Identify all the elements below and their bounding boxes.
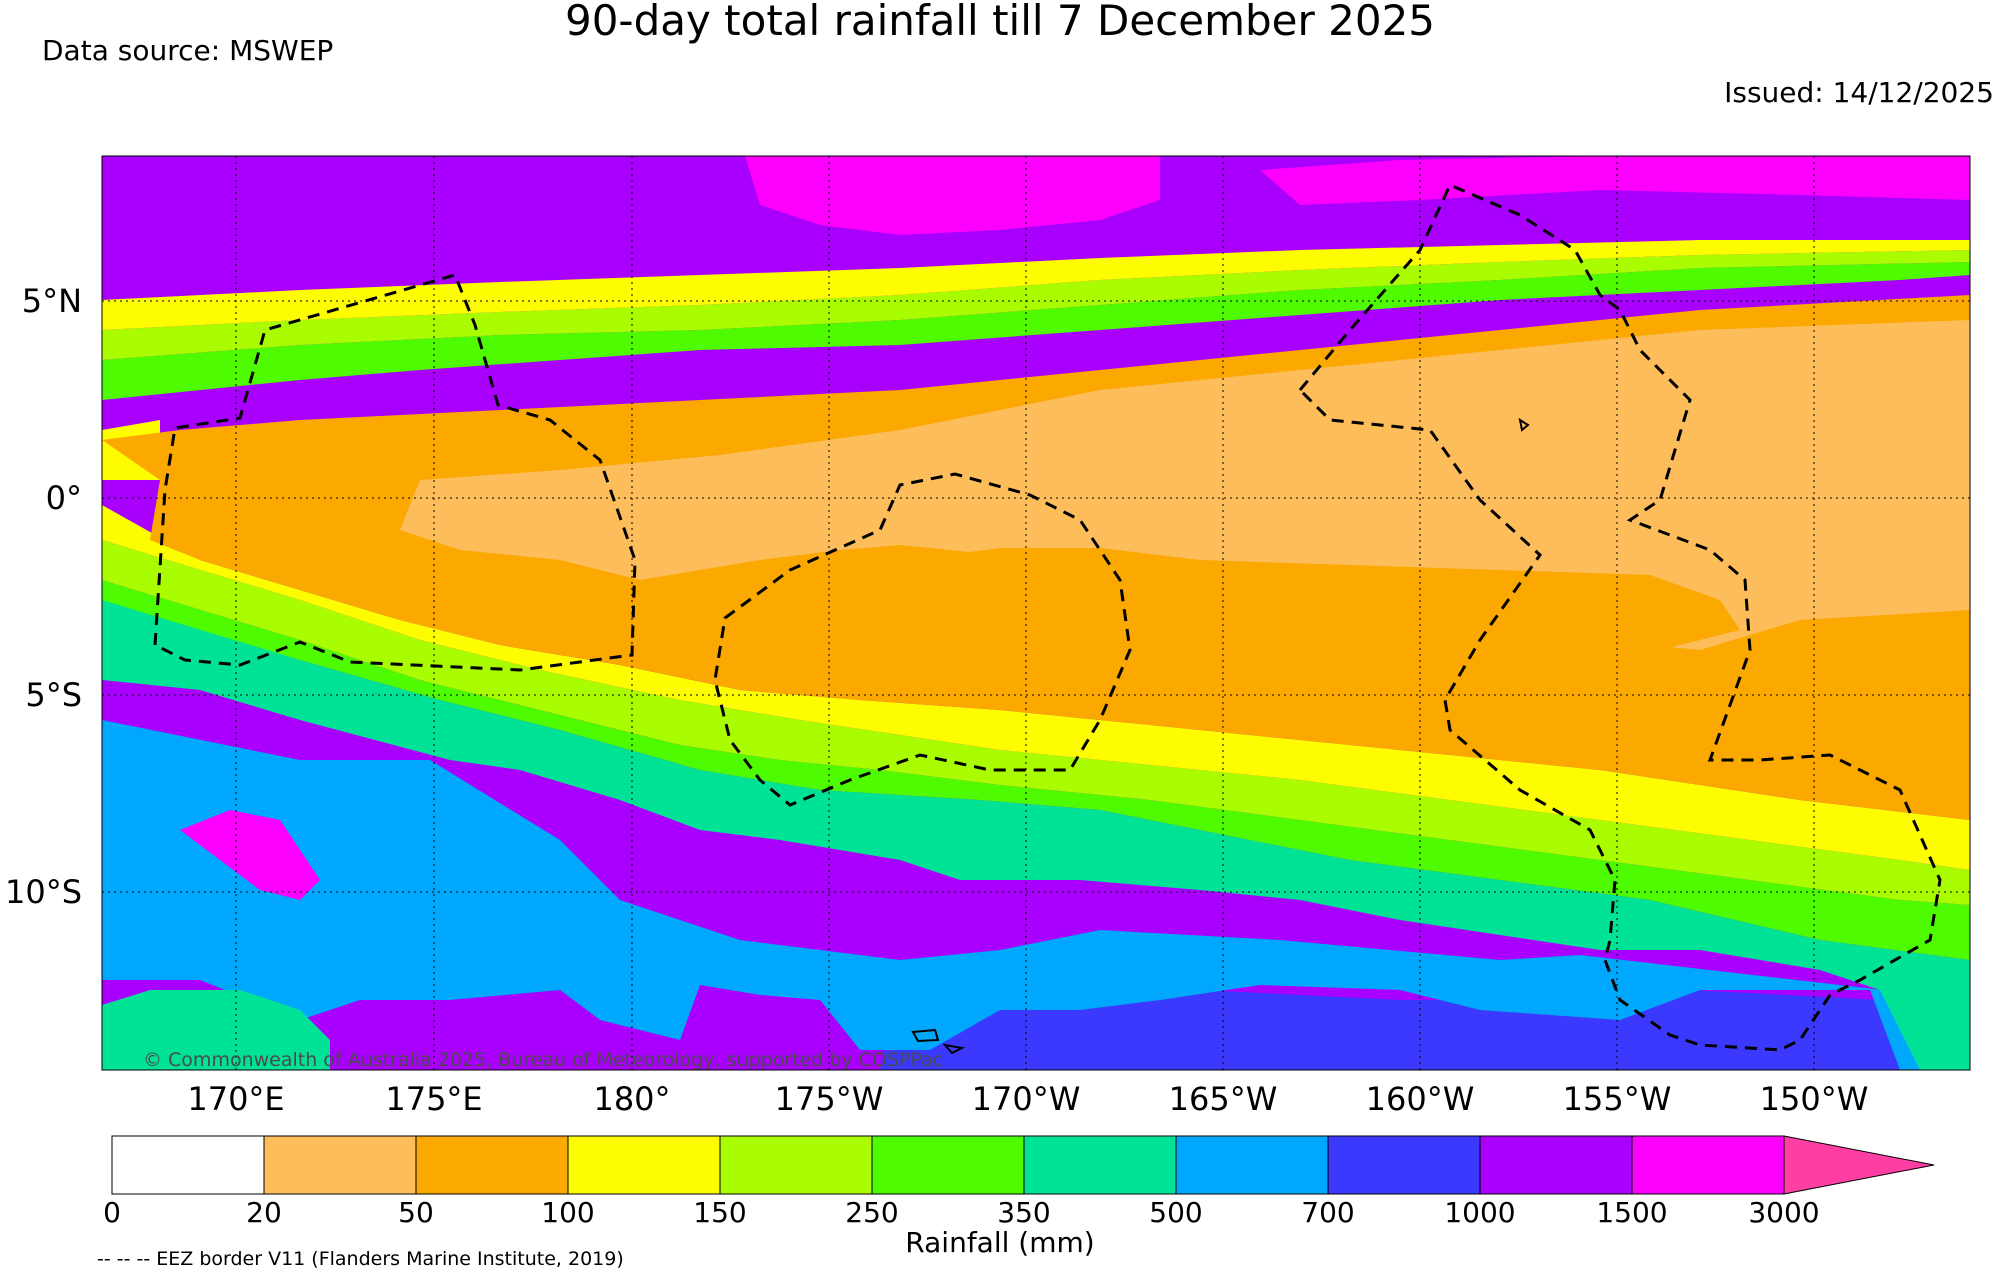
lon-label-170e: 170°E bbox=[187, 1080, 285, 1118]
lat-label-equator: 0° bbox=[45, 479, 82, 517]
lat-label-5n: 5°N bbox=[21, 282, 82, 320]
colorbar-segment bbox=[263, 1135, 417, 1195]
colorbar-tick-150: 150 bbox=[693, 1196, 747, 1229]
colorbar-tick-0: 0 bbox=[103, 1196, 121, 1229]
data-source-label: Data source: MSWEP bbox=[42, 34, 334, 67]
copyright-text: © Commonwealth of Australia 2025, Bureau… bbox=[143, 1049, 943, 1071]
rainfall-band-50-100-inner bbox=[880, 548, 1740, 700]
rainfall-band-250-350 bbox=[102, 262, 1970, 960]
lon-label-165w: 165°W bbox=[1168, 1080, 1278, 1118]
colorbar bbox=[111, 1135, 1935, 1195]
colorbar-tick-1500: 1500 bbox=[1596, 1196, 1668, 1229]
lat-label-10s: 10°S bbox=[4, 873, 82, 911]
issued-date-label: Issued: 14/12/2025 bbox=[1724, 76, 1994, 109]
colorbar-segment bbox=[1631, 1135, 1785, 1195]
lat-label-5s: 5°S bbox=[25, 676, 82, 714]
lon-label-175w: 175°W bbox=[774, 1080, 884, 1118]
colorbar-segment bbox=[871, 1135, 1025, 1195]
rainfall-band-150-250 bbox=[102, 250, 1970, 905]
eez-border-note: -- -- -- EEZ border V11 (Flanders Marine… bbox=[97, 1248, 624, 1270]
colorbar-tick-1000: 1000 bbox=[1444, 1196, 1516, 1229]
colorbar-tick-3000: 3000 bbox=[1748, 1196, 1820, 1229]
lon-label-150w: 150°W bbox=[1759, 1080, 1869, 1118]
colorbar-extend-arrow bbox=[1783, 1135, 1935, 1195]
colorbar-tick-20: 20 bbox=[246, 1196, 282, 1229]
rainfall-band-20-50 bbox=[400, 320, 1970, 650]
colorbar-tick-700: 700 bbox=[1301, 1196, 1355, 1229]
colorbar-segment bbox=[719, 1135, 873, 1195]
lon-label-155w: 155°W bbox=[1562, 1080, 1672, 1118]
map-frame bbox=[101, 155, 1971, 1071]
colorbar-segment bbox=[1175, 1135, 1329, 1195]
lon-label-180: 180° bbox=[593, 1080, 671, 1118]
rainfall-band-500-700 bbox=[102, 720, 1970, 1070]
colorbar-segment bbox=[1327, 1135, 1481, 1195]
rainfall-band-350-500 bbox=[102, 590, 1970, 1070]
colorbar-segment bbox=[1023, 1135, 1177, 1195]
colorbar-segment bbox=[415, 1135, 569, 1195]
colorbar-segment bbox=[567, 1135, 721, 1195]
map-title: 90-day total rainfall till 7 December 20… bbox=[564, 0, 1436, 45]
colorbar-segment bbox=[1479, 1135, 1633, 1195]
lon-label-160w: 160°W bbox=[1365, 1080, 1475, 1118]
colorbar-tick-500: 500 bbox=[1149, 1196, 1203, 1229]
rainfall-field bbox=[102, 156, 1970, 1070]
colorbar-segment bbox=[111, 1135, 265, 1195]
colorbar-tick-350: 350 bbox=[997, 1196, 1051, 1229]
eez-borders bbox=[153, 183, 1942, 1052]
lon-label-170w: 170°W bbox=[971, 1080, 1081, 1118]
colorbar-tick-250: 250 bbox=[845, 1196, 899, 1229]
lon-label-175e: 175°E bbox=[385, 1080, 483, 1118]
colorbar-label: Rainfall (mm) bbox=[905, 1226, 1095, 1259]
colorbar-tick-50: 50 bbox=[398, 1196, 434, 1229]
colorbar-tick-100: 100 bbox=[541, 1196, 595, 1229]
rainfall-band-100-150 bbox=[102, 240, 1970, 870]
island-outlines bbox=[911, 417, 1530, 1055]
